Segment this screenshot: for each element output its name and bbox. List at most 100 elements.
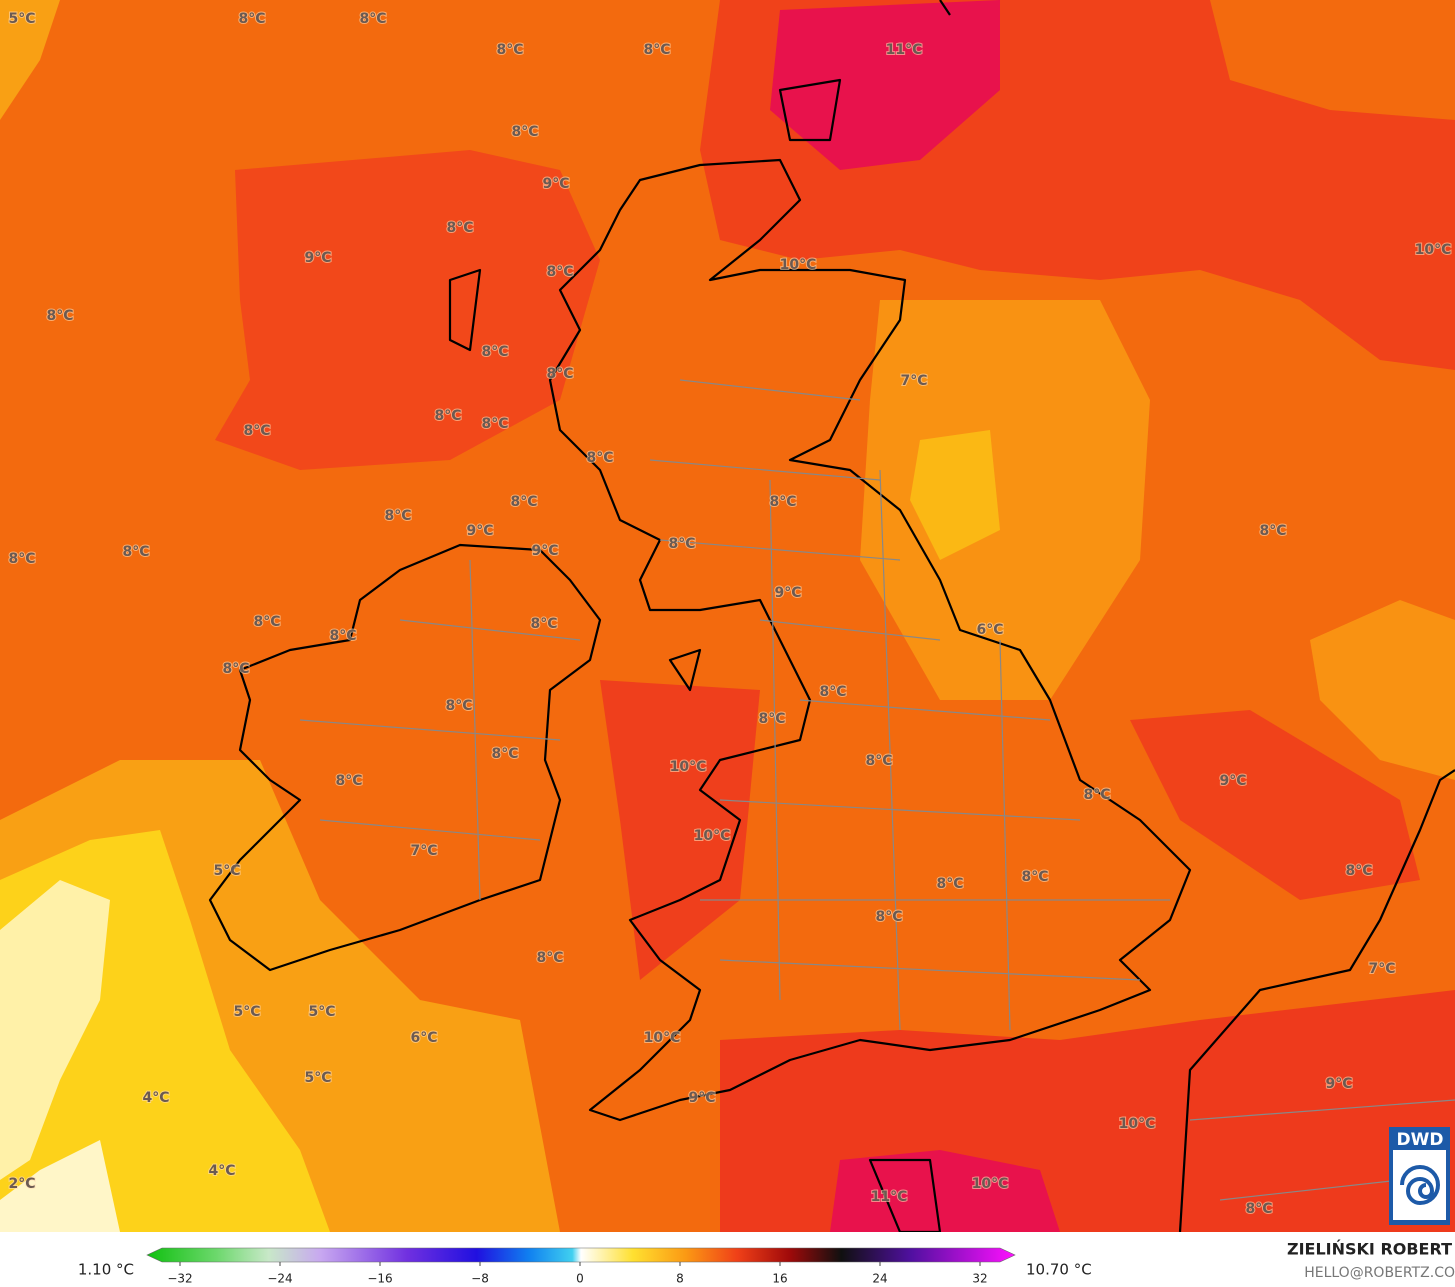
temperature-label: 8°C bbox=[510, 494, 537, 510]
temperature-label: 8°C bbox=[643, 42, 670, 58]
temperature-label: 8°C bbox=[1345, 863, 1372, 879]
temperature-label: 5°C bbox=[213, 863, 240, 879]
warm-region bbox=[1130, 710, 1420, 900]
temperature-label: 6°C bbox=[410, 1030, 437, 1046]
temperature-label: 8°C bbox=[46, 308, 73, 324]
temperature-label: 8°C bbox=[1259, 523, 1286, 539]
temperature-label: 5°C bbox=[304, 1070, 331, 1086]
cool-region bbox=[910, 430, 1000, 560]
temperature-label: 8°C bbox=[511, 124, 538, 140]
colorbar-ticks: −32 −24 −16 −8 0 8 16 24 32 bbox=[167, 1262, 988, 1286]
colorbar-tick-label: −32 bbox=[167, 1272, 192, 1286]
colorbar-tick-label: 24 bbox=[872, 1272, 887, 1286]
temperature-label: 8°C bbox=[359, 11, 386, 27]
temperature-label: 8°C bbox=[445, 698, 472, 714]
temperature-label: 8°C bbox=[122, 544, 149, 560]
cool-region bbox=[1310, 600, 1455, 780]
temperature-label: 8°C bbox=[384, 508, 411, 524]
temperature-label: 5°C bbox=[8, 11, 35, 27]
temperature-label: 7°C bbox=[410, 843, 437, 859]
temperature-label: 8°C bbox=[446, 220, 473, 236]
colorbar-tick-label: −16 bbox=[367, 1272, 392, 1286]
warmest-region bbox=[830, 1150, 1060, 1232]
temperature-label: 6°C bbox=[976, 622, 1003, 638]
temperature-label: 10°C bbox=[670, 759, 707, 775]
great-britain-coast bbox=[548, 158, 1192, 1122]
temperature-label: 8°C bbox=[668, 536, 695, 552]
temperature-label: 8°C bbox=[758, 711, 785, 727]
cool-region bbox=[860, 300, 1150, 700]
temperature-label: 2°C bbox=[8, 1176, 35, 1192]
temperature-label: 8°C bbox=[819, 684, 846, 700]
temperature-label: 9°C bbox=[774, 585, 801, 601]
temperature-label: 10°C bbox=[780, 257, 817, 273]
footer: 1.10 °C 10.70 °C −32 −24 −16 −8 0 8 16 24 32 ZIE… bbox=[0, 1232, 1455, 1287]
temperature-label: 8°C bbox=[546, 264, 573, 280]
temperature-label: 10°C bbox=[1415, 242, 1452, 258]
continent-coast bbox=[1178, 769, 1455, 1233]
temperature-label: 9°C bbox=[688, 1090, 715, 1106]
temperature-label: 8°C bbox=[253, 614, 280, 630]
author: ZIELIŃSKI ROBERT bbox=[1287, 1240, 1452, 1259]
logo-swirl bbox=[1400, 1165, 1440, 1206]
temperature-label: 8°C bbox=[222, 661, 249, 677]
temperature-label: 9°C bbox=[304, 250, 331, 266]
temperature-label: 8°C bbox=[243, 423, 270, 439]
temperature-label: 8°C bbox=[586, 450, 613, 466]
temperature-label: 9°C bbox=[531, 543, 558, 559]
temperature-label: 7°C bbox=[900, 373, 927, 389]
temperature-label: 11°C bbox=[886, 42, 923, 58]
temperature-label: 8°C bbox=[546, 366, 573, 382]
islands-coast bbox=[448, 0, 951, 1234]
temperature-label: 8°C bbox=[329, 628, 356, 644]
temperature-label: 10°C bbox=[972, 1176, 1009, 1192]
map bbox=[0, 0, 1455, 1234]
colorbar-tick-label: −24 bbox=[267, 1272, 292, 1286]
temperature-label: 8°C bbox=[8, 551, 35, 567]
logo-text: DWD bbox=[1397, 1130, 1444, 1150]
temperature-label: 8°C bbox=[491, 746, 518, 762]
warm-region bbox=[215, 150, 600, 470]
temperature-label: 8°C bbox=[238, 11, 265, 27]
temperature-label: 11°C bbox=[871, 1189, 908, 1205]
dwd-logo: DWD bbox=[1389, 1127, 1450, 1225]
temperature-label: 8°C bbox=[434, 408, 461, 424]
warmest-region bbox=[770, 0, 1000, 170]
colorbar-tick-label: 8 bbox=[676, 1272, 684, 1286]
temperature-labels: 5°C 8°C 8°C 8°C 8°C 11°C 8°C 9°C 8°C 9°C 8°C 10°C 10… bbox=[7, 10, 1452, 1218]
temperature-label: 5°C bbox=[308, 1004, 335, 1020]
temperature-label: 10°C bbox=[694, 828, 731, 844]
colorbar-tick-label: 16 bbox=[772, 1272, 787, 1286]
warm-region bbox=[600, 680, 760, 980]
temperature-label: 9°C bbox=[1219, 773, 1246, 789]
temperature-label: 9°C bbox=[1325, 1076, 1352, 1092]
temperature-label: 8°C bbox=[1021, 869, 1048, 885]
temperature-label: 8°C bbox=[875, 909, 902, 925]
ireland-coast bbox=[208, 543, 602, 972]
temperature-label: 8°C bbox=[335, 773, 362, 789]
temperature-label: 8°C bbox=[769, 494, 796, 510]
temperature-label: 8°C bbox=[1083, 787, 1110, 803]
colorbar-tick-label: 32 bbox=[972, 1272, 987, 1286]
temperature-label: 7°C bbox=[1368, 961, 1395, 977]
temperature-label: 10°C bbox=[1119, 1116, 1156, 1132]
cool-region bbox=[0, 0, 60, 120]
min-label: 1.10 °C bbox=[78, 1261, 134, 1279]
temperature-label: 8°C bbox=[536, 950, 563, 966]
regional-borders bbox=[299, 379, 1455, 1201]
temperature-label: 5°C bbox=[233, 1004, 260, 1020]
temperature-label: 8°C bbox=[530, 616, 557, 632]
temperature-label: 4°C bbox=[208, 1163, 235, 1179]
coldest-region bbox=[0, 1140, 120, 1232]
max-label: 10.70 °C bbox=[1026, 1261, 1092, 1279]
temperature-label: 9°C bbox=[542, 176, 569, 192]
temperature-label: 8°C bbox=[865, 753, 892, 769]
temperature-label: 8°C bbox=[496, 42, 523, 58]
temperature-label: 8°C bbox=[481, 344, 508, 360]
colorbar-tick-label: 0 bbox=[576, 1272, 584, 1286]
temperature-label: 8°C bbox=[1245, 1201, 1272, 1217]
email: HELLO@ROBERTZ.CO bbox=[1304, 1265, 1455, 1281]
temperature-label: 4°C bbox=[142, 1090, 169, 1106]
coldest-region bbox=[0, 880, 110, 1180]
